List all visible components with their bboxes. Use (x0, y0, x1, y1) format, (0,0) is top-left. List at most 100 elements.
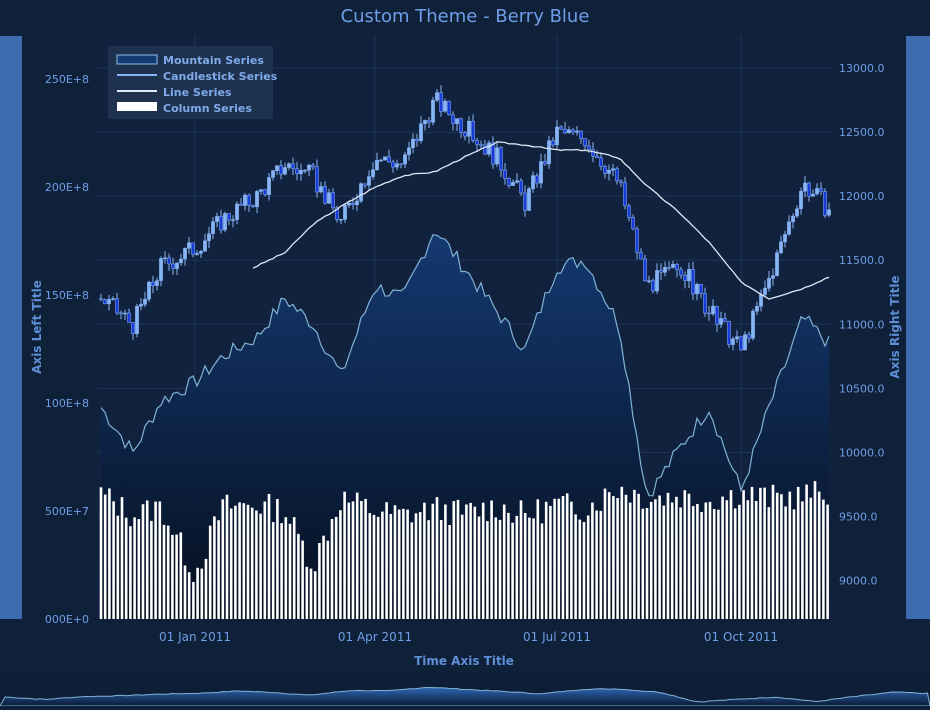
candle-body (151, 281, 155, 286)
candle-body (315, 166, 319, 193)
column-bar (561, 496, 565, 619)
candle-body (463, 132, 467, 137)
candle-body (287, 163, 291, 168)
candle-body (751, 310, 755, 339)
candle-body (275, 165, 279, 171)
column-bar (645, 508, 649, 619)
column-bar (704, 502, 708, 619)
overview-navigator[interactable] (0, 676, 930, 707)
column-bar (809, 497, 813, 619)
candle-body (535, 175, 539, 184)
candle-body (515, 180, 519, 183)
column-bar (196, 567, 199, 619)
candle-body (595, 155, 599, 159)
candle-body (491, 142, 495, 165)
candle-body (183, 248, 187, 260)
column-bar (288, 523, 292, 619)
column-bar (624, 494, 628, 619)
candle-body (455, 118, 459, 124)
candle-body (391, 161, 395, 168)
column-bar (339, 510, 342, 619)
column-bar (502, 504, 506, 619)
column-bar (553, 498, 556, 619)
legend-swatch-column (117, 102, 157, 111)
column-bar (666, 492, 670, 619)
column-bar (759, 487, 762, 619)
candle-body (487, 142, 491, 155)
candle-body (647, 280, 651, 282)
candle-body (363, 183, 367, 186)
column-bar (796, 486, 800, 619)
candle-body (695, 284, 699, 295)
column-bar (322, 535, 325, 619)
legend-label-candlestick: Candlestick Series (163, 70, 278, 83)
column-bar (267, 494, 271, 619)
candle-body (611, 168, 615, 171)
right-axis-scrollbar[interactable] (906, 36, 930, 619)
column-bar (171, 534, 174, 619)
candle-body (615, 168, 619, 182)
candle-body (579, 130, 583, 139)
column-bar (595, 510, 598, 619)
column-bar (641, 508, 645, 619)
column-bar (280, 523, 283, 619)
candle-body (747, 334, 751, 339)
candle-body (799, 190, 803, 209)
column-bar (330, 519, 334, 619)
column-bar (158, 501, 162, 619)
candle-body (403, 154, 407, 165)
candle-body (563, 128, 567, 134)
candle-body (431, 99, 435, 123)
candle-body (215, 216, 219, 222)
column-bar (792, 509, 796, 619)
legend-label-column: Column Series (163, 102, 252, 115)
column-bar (717, 509, 720, 619)
column-bar (406, 509, 409, 619)
column-bar (238, 502, 241, 619)
candle-body (143, 298, 147, 305)
legend-label-mountain: Mountain Series (163, 54, 264, 67)
candle-body (279, 165, 283, 175)
left-axis-scrollbar[interactable] (0, 36, 22, 619)
column-bar (494, 517, 498, 619)
candle-body (559, 126, 563, 130)
candle-body (255, 191, 259, 208)
candle-body (111, 298, 115, 300)
column-bar (133, 517, 136, 619)
column-bar (481, 502, 485, 619)
candle-body (335, 207, 339, 220)
column-bar (750, 486, 754, 619)
candle-body (803, 182, 807, 192)
candle-body (227, 213, 231, 221)
candle-body (399, 163, 403, 166)
column-bar (532, 518, 535, 619)
candle-body (435, 92, 439, 101)
column-bar (301, 540, 304, 619)
candle-body (351, 202, 355, 205)
candle-body (419, 123, 423, 142)
candle-body (295, 168, 299, 175)
column-bar (633, 489, 636, 619)
column-bar (801, 501, 804, 619)
column-bar (544, 501, 548, 619)
candle-body (483, 144, 487, 155)
column-bar (670, 502, 674, 619)
candle-body (495, 147, 499, 165)
left-axis-tick-label: 200E+8 (45, 181, 89, 194)
candle-body (475, 140, 479, 145)
time-axis-tick-label: 01 Oct 2011 (704, 630, 778, 644)
column-bar (784, 506, 787, 619)
candle-body (523, 192, 527, 211)
column-bar (549, 505, 552, 619)
candle-body (307, 164, 311, 171)
right-axis-tick-label: 10000.0 (839, 446, 885, 459)
candle-body (323, 186, 327, 204)
column-bar (721, 496, 724, 619)
column-bar (452, 501, 456, 619)
candle-body (691, 269, 695, 295)
column-bar (103, 494, 107, 619)
column-bar (725, 500, 729, 619)
column-bar (200, 568, 204, 619)
candle-body (663, 267, 667, 273)
column-bar (99, 487, 103, 619)
